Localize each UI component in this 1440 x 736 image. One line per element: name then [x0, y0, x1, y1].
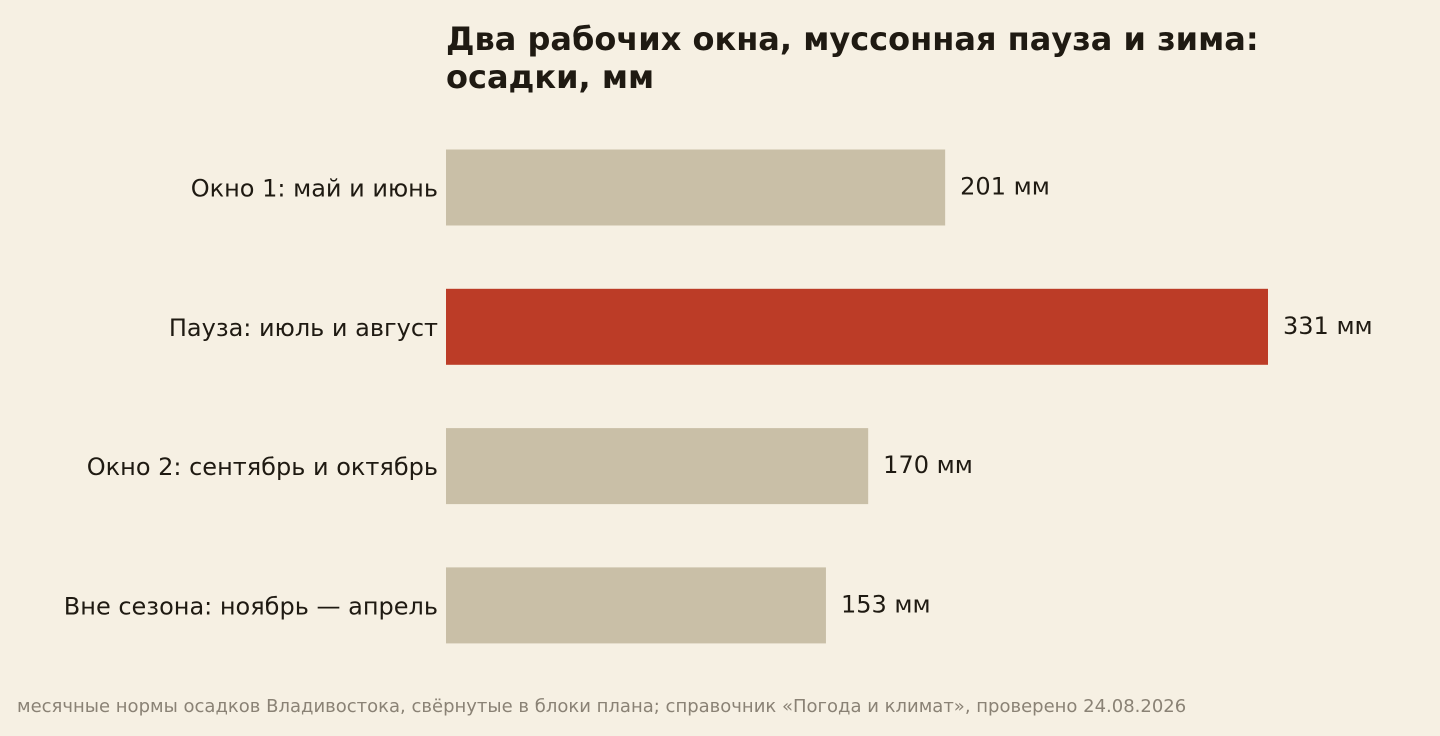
value-label-2: 331 мм	[1283, 312, 1373, 340]
bar-3	[446, 428, 869, 505]
bar-chart: Окно 1: май и июнь 201 мм Пауза: июль и ав…	[64, 149, 1373, 644]
chart-title: Два рабочих окна, муссонная пауза и зима…	[446, 20, 1259, 96]
bar-4	[446, 567, 826, 644]
category-label-2: Пауза: июль и август	[169, 314, 438, 342]
category-label-1: Окно 1: май и июнь	[191, 175, 438, 203]
bar-1	[446, 149, 946, 226]
category-label-4: Вне сезона: ноябрь — апрель	[64, 592, 438, 620]
value-label-4: 153 мм	[841, 590, 931, 618]
category-label-3: Окно 2: сентябрь и октябрь	[87, 453, 438, 481]
value-label-3: 170 мм	[883, 451, 973, 479]
value-label-1: 201 мм	[960, 173, 1050, 201]
bar-2	[446, 288, 1268, 365]
source-note: месячные нормы осадков Владивостока, свё…	[17, 696, 1187, 717]
